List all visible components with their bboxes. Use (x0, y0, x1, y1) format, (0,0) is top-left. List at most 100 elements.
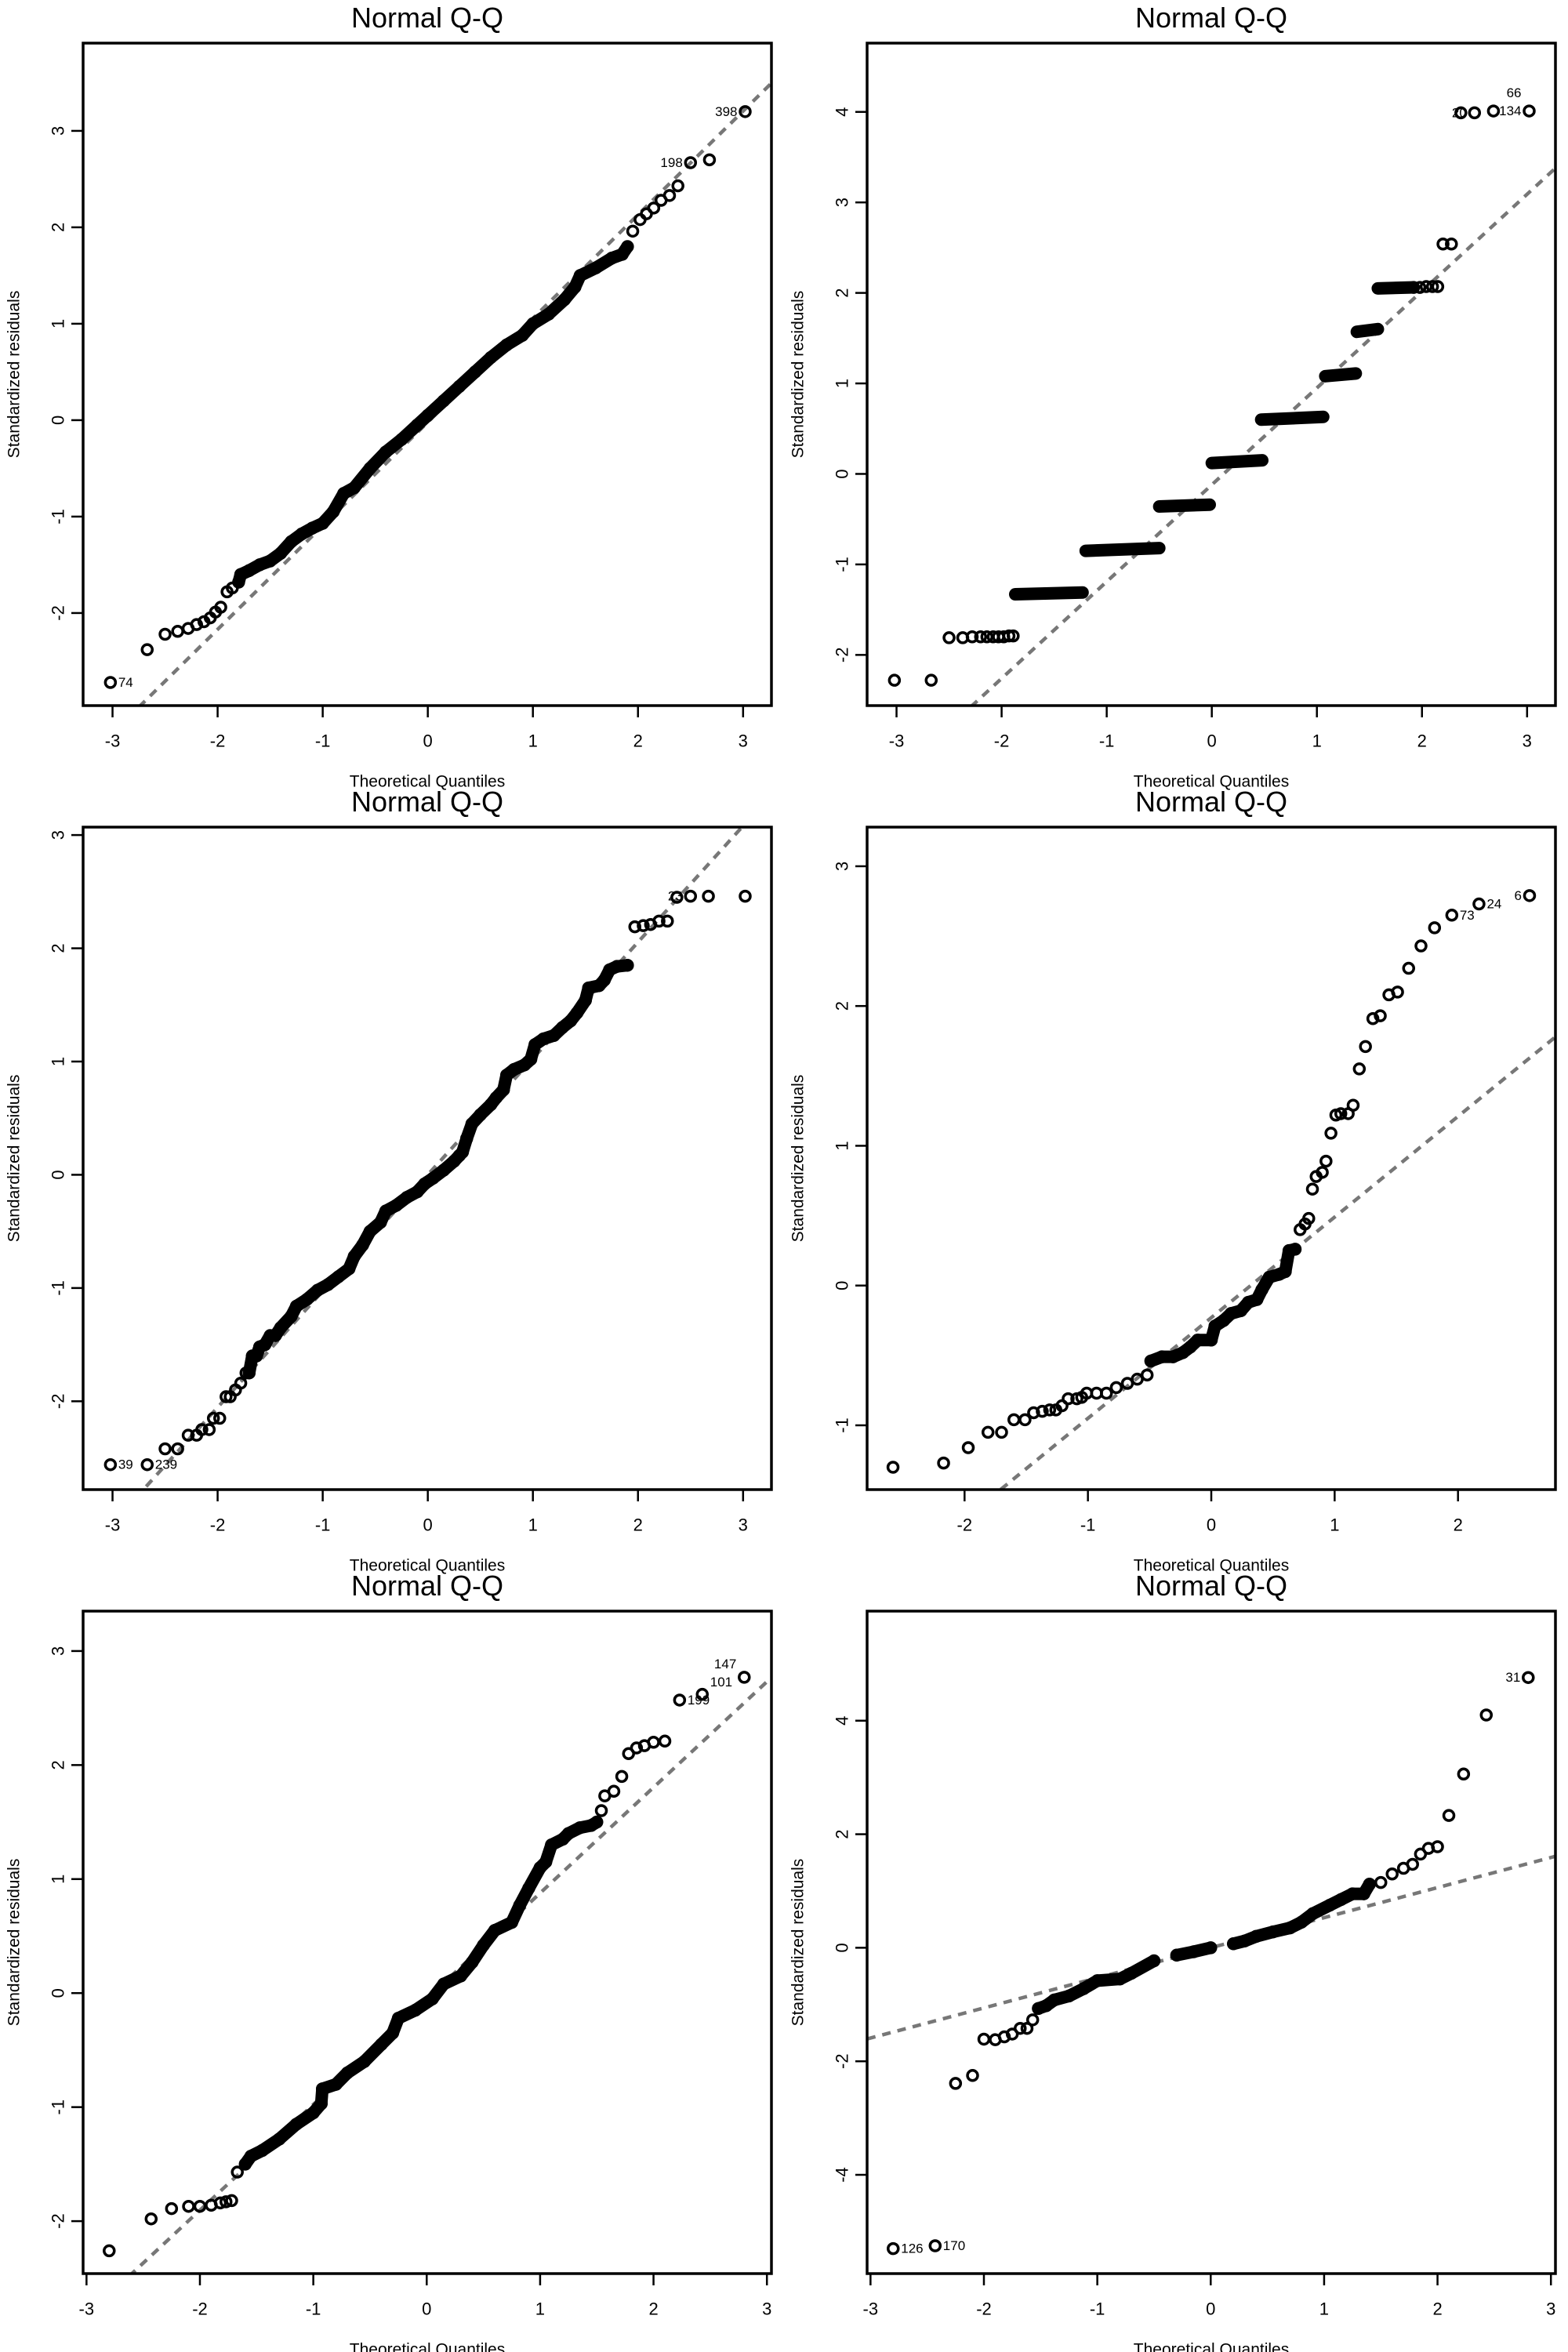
points (103, 105, 752, 689)
point-label: 170 (943, 2238, 965, 2253)
y-tick-label: 0 (833, 1281, 852, 1290)
data-point (1140, 1368, 1154, 1382)
y-tick-label: 4 (833, 1716, 852, 1726)
data-point (213, 1411, 227, 1425)
data-point (579, 993, 592, 1007)
data-point (347, 1250, 361, 1263)
point-label: 20 (1452, 105, 1467, 120)
tied-run (1319, 367, 1363, 383)
plot-title: Normal Q-Q (351, 2, 503, 34)
data-point (400, 1191, 414, 1204)
data-point (647, 1736, 660, 1749)
data-point (1266, 1925, 1280, 1939)
x-tick-label: 2 (633, 1515, 643, 1535)
data-point (140, 643, 154, 656)
data-point (1282, 1243, 1296, 1258)
data-point (316, 517, 329, 530)
data-point (621, 958, 634, 972)
y-axis-label: Standardized residuals (789, 1075, 808, 1243)
data-point (539, 1855, 553, 1869)
data-point (1334, 1107, 1348, 1120)
data-point (505, 1915, 519, 1929)
points (887, 1671, 1535, 2256)
data-point (561, 1827, 575, 1840)
points (103, 889, 752, 1472)
data-point (695, 1687, 710, 1701)
qq-panel: Normal Q-Q 126 170 31 -3 -2 -1 0 1 2 3 -4 -2 0 2 4 Theor… (789, 1570, 1557, 2352)
data-point (289, 2118, 303, 2131)
x-tick-label: 0 (422, 2299, 431, 2319)
data-point (1445, 909, 1459, 922)
data-point (454, 1969, 467, 1983)
data-point (1113, 1972, 1127, 1986)
data-point (234, 1376, 248, 1390)
data-point (702, 889, 715, 903)
data-point (513, 1898, 527, 1912)
data-point (1109, 1381, 1123, 1395)
data-point (310, 1283, 325, 1298)
data-point (456, 1145, 470, 1159)
data-point (263, 1329, 277, 1342)
y-tick-label: -2 (833, 2053, 852, 2069)
data-point (524, 1052, 538, 1066)
data-point (1279, 1265, 1292, 1279)
data-point (182, 2199, 195, 2213)
data-point (307, 2106, 320, 2120)
data-point (995, 1425, 1008, 1439)
y-tick-label: -2 (49, 605, 68, 621)
data-point (1100, 1386, 1113, 1400)
data-point (342, 1262, 356, 1276)
data-point (394, 433, 408, 446)
x-tick-label: -2 (210, 731, 226, 751)
data-point (1283, 1921, 1297, 1935)
data-point (158, 1442, 172, 1456)
data-point (1428, 921, 1442, 935)
data-point (1036, 1404, 1049, 1418)
data-point (1302, 1211, 1316, 1225)
data-point (314, 2097, 328, 2111)
data-point (626, 224, 640, 238)
point-label: 73 (1460, 908, 1475, 923)
y-tick-label: 0 (49, 416, 68, 425)
data-point (1184, 1340, 1197, 1354)
y-tick-label: -1 (49, 1280, 68, 1296)
data-point (1250, 1293, 1264, 1306)
data-point (1324, 1127, 1338, 1140)
data-point (684, 156, 698, 169)
data-point (220, 2195, 233, 2209)
plot-title: Normal Q-Q (1135, 786, 1287, 818)
y-tick-label: 0 (49, 1988, 68, 1998)
x-tick-label: 3 (739, 1515, 748, 1535)
data-point (408, 2003, 423, 2017)
qq-panel: Normal Q-Q 74 198 398 -3 -2 -1 0 1 2 3 -2 -1 0 1 2 3 Theo… (5, 2, 773, 791)
data-point (652, 914, 666, 928)
x-tick-label: 2 (648, 2299, 658, 2319)
data-point (489, 1091, 503, 1105)
data-point (426, 1171, 440, 1185)
data-point (526, 317, 539, 331)
data-point (232, 575, 245, 589)
data-point (1306, 1907, 1319, 1921)
data-point (245, 1349, 260, 1363)
data-point (452, 379, 466, 394)
point-label: 239 (155, 1457, 177, 1472)
tied-run (1152, 498, 1216, 514)
data-point (274, 1321, 288, 1334)
data-point (230, 2165, 244, 2179)
data-point (1431, 280, 1445, 293)
y-axis-label: Standardized residuals (789, 1859, 808, 2027)
point-label: 198 (660, 155, 682, 170)
x-tick-label: 2 (1454, 1515, 1463, 1535)
data-point (605, 252, 619, 265)
data-point (684, 889, 698, 903)
data-point (437, 1977, 451, 1991)
data-point (673, 1693, 687, 1707)
data-point (1413, 281, 1427, 294)
data-point (386, 2026, 400, 2040)
data-point (1352, 1062, 1367, 1076)
data-point (573, 1821, 586, 1835)
y-tick-label: 2 (49, 943, 68, 953)
data-point (557, 292, 572, 307)
